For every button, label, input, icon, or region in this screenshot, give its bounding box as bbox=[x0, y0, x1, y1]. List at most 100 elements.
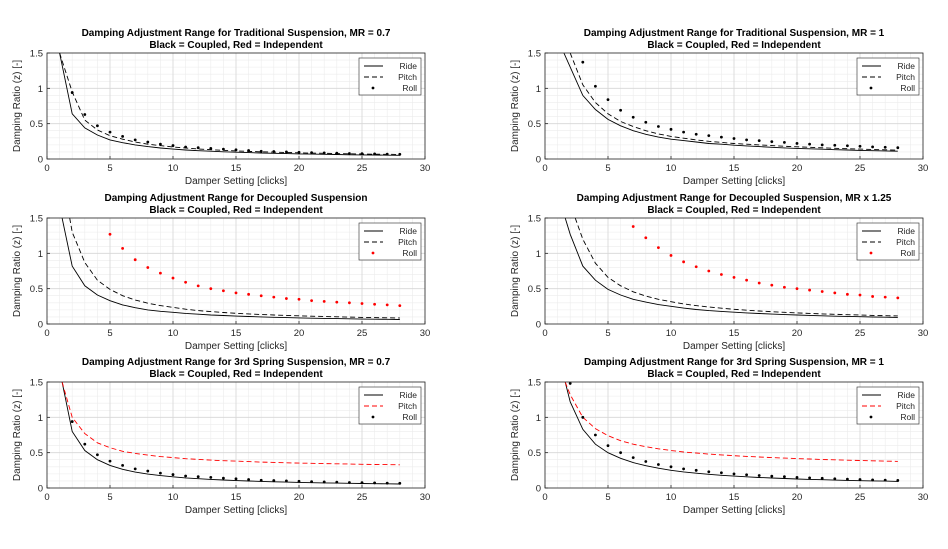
roll-data-point bbox=[707, 470, 711, 474]
chart-title: Damping Adjustment Range for Traditional… bbox=[584, 28, 885, 39]
roll-data-point bbox=[770, 474, 774, 478]
roll-data-point bbox=[846, 144, 849, 148]
roll-data-point bbox=[121, 463, 124, 467]
roll-data-point bbox=[234, 477, 238, 481]
chart-title: Damping Adjustment Range for Decoupled S… bbox=[577, 193, 892, 204]
roll-data-point bbox=[259, 294, 263, 298]
y-tick-label: 0 bbox=[536, 484, 541, 495]
roll-data-point bbox=[209, 476, 213, 479]
y-axis-label: Damping Ratio (z) [-] bbox=[510, 60, 521, 152]
roll-data-point bbox=[883, 295, 887, 299]
roll-data-point bbox=[348, 481, 351, 484]
roll-data-point bbox=[808, 288, 811, 292]
roll-data-point bbox=[682, 467, 685, 471]
roll-data-point bbox=[896, 146, 900, 150]
chart-subtitle: Black = Coupled, Red = Independent bbox=[149, 40, 323, 51]
x-tick-label: 0 bbox=[542, 163, 547, 174]
x-tick-label: 30 bbox=[918, 492, 929, 503]
x-tick-label: 20 bbox=[792, 163, 803, 174]
y-tick-label: 0 bbox=[38, 484, 43, 495]
legend-box bbox=[856, 57, 920, 96]
series-group bbox=[564, 382, 900, 482]
roll-data-point bbox=[348, 301, 351, 305]
x-tick-label: 5 bbox=[605, 328, 610, 339]
roll-data-point bbox=[272, 150, 276, 153]
legend-box bbox=[358, 222, 422, 261]
x-tick-label: 15 bbox=[729, 328, 740, 339]
legend-box bbox=[358, 386, 422, 425]
series-line-pitch bbox=[69, 218, 400, 319]
legend-label: Ride bbox=[400, 390, 418, 400]
y-tick-label: 1 bbox=[536, 249, 541, 260]
x-tick-label: 15 bbox=[729, 492, 740, 503]
y-axis-label: Damping Ratio (z) [-] bbox=[12, 60, 23, 152]
legend-label: Pitch bbox=[398, 401, 417, 411]
legend-label: Roll bbox=[402, 412, 417, 422]
x-tick-label: 15 bbox=[231, 492, 242, 503]
roll-data-point bbox=[783, 475, 786, 479]
roll-data-point bbox=[594, 84, 597, 88]
roll-data-point bbox=[745, 473, 748, 477]
roll-data-point bbox=[581, 60, 585, 64]
chart-title: Damping Adjustment Range for Decoupled S… bbox=[105, 193, 368, 204]
roll-data-point bbox=[196, 475, 200, 479]
roll-data-point bbox=[159, 471, 162, 475]
legend-label: Roll bbox=[402, 83, 417, 93]
series-line-pitch bbox=[564, 382, 898, 462]
x-axis-label: Damper Setting [clicks] bbox=[683, 505, 785, 516]
x-tick-label: 10 bbox=[168, 492, 179, 503]
x-tick-label: 30 bbox=[420, 328, 431, 339]
legend-box bbox=[856, 386, 920, 425]
x-tick-label: 30 bbox=[918, 163, 929, 174]
roll-data-point bbox=[133, 258, 137, 262]
series-line-ride bbox=[564, 218, 898, 318]
roll-data-point bbox=[398, 304, 402, 308]
roll-data-point bbox=[732, 137, 736, 140]
x-tick-label: 20 bbox=[294, 163, 305, 174]
series-group bbox=[564, 218, 900, 318]
roll-data-point bbox=[820, 143, 824, 147]
y-tick-label: 1.5 bbox=[30, 378, 43, 389]
roll-data-point bbox=[247, 292, 251, 296]
x-tick-label: 25 bbox=[357, 163, 368, 174]
roll-data-point bbox=[581, 415, 585, 419]
legend-marker-roll bbox=[371, 86, 375, 90]
roll-data-point bbox=[159, 142, 162, 146]
y-tick-label: 1 bbox=[38, 84, 43, 95]
roll-data-point bbox=[222, 147, 225, 151]
roll-data-point bbox=[871, 295, 874, 298]
legend-marker-roll bbox=[371, 251, 375, 255]
roll-data-point bbox=[883, 145, 887, 149]
x-tick-label: 5 bbox=[605, 163, 610, 174]
roll-data-point bbox=[209, 147, 213, 150]
series-line-ride bbox=[61, 218, 400, 320]
legend-box bbox=[358, 57, 422, 96]
roll-data-point bbox=[83, 113, 87, 116]
series-line-ride bbox=[59, 53, 400, 156]
chart-panel: 0 5 10 15 20 25 30 0 0.5 1 1.5 Damping Adjustment R… bbox=[12, 357, 430, 516]
x-tick-label: 10 bbox=[168, 163, 179, 174]
roll-data-point bbox=[196, 146, 200, 150]
roll-data-point bbox=[272, 295, 276, 299]
roll-data-point bbox=[171, 276, 175, 280]
legend-label: Ride bbox=[400, 226, 418, 236]
legend-label: Roll bbox=[900, 248, 915, 258]
legend-label: Pitch bbox=[398, 237, 417, 247]
axes-box bbox=[46, 381, 426, 489]
roll-data-point bbox=[285, 150, 288, 154]
x-tick-label: 20 bbox=[792, 492, 803, 503]
series-line-pitch bbox=[574, 218, 898, 317]
chart-subtitle: Black = Coupled, Red = Independent bbox=[149, 205, 323, 216]
x-tick-label: 30 bbox=[918, 328, 929, 339]
legend-label: Pitch bbox=[896, 72, 915, 82]
x-tick-label: 0 bbox=[44, 163, 49, 174]
roll-data-point bbox=[669, 127, 673, 131]
roll-data-point bbox=[770, 140, 774, 144]
roll-data-point bbox=[808, 142, 811, 146]
roll-data-point bbox=[297, 297, 301, 301]
y-tick-label: 1.5 bbox=[30, 214, 43, 225]
roll-data-point bbox=[159, 271, 162, 275]
y-tick-label: 0 bbox=[536, 320, 541, 331]
